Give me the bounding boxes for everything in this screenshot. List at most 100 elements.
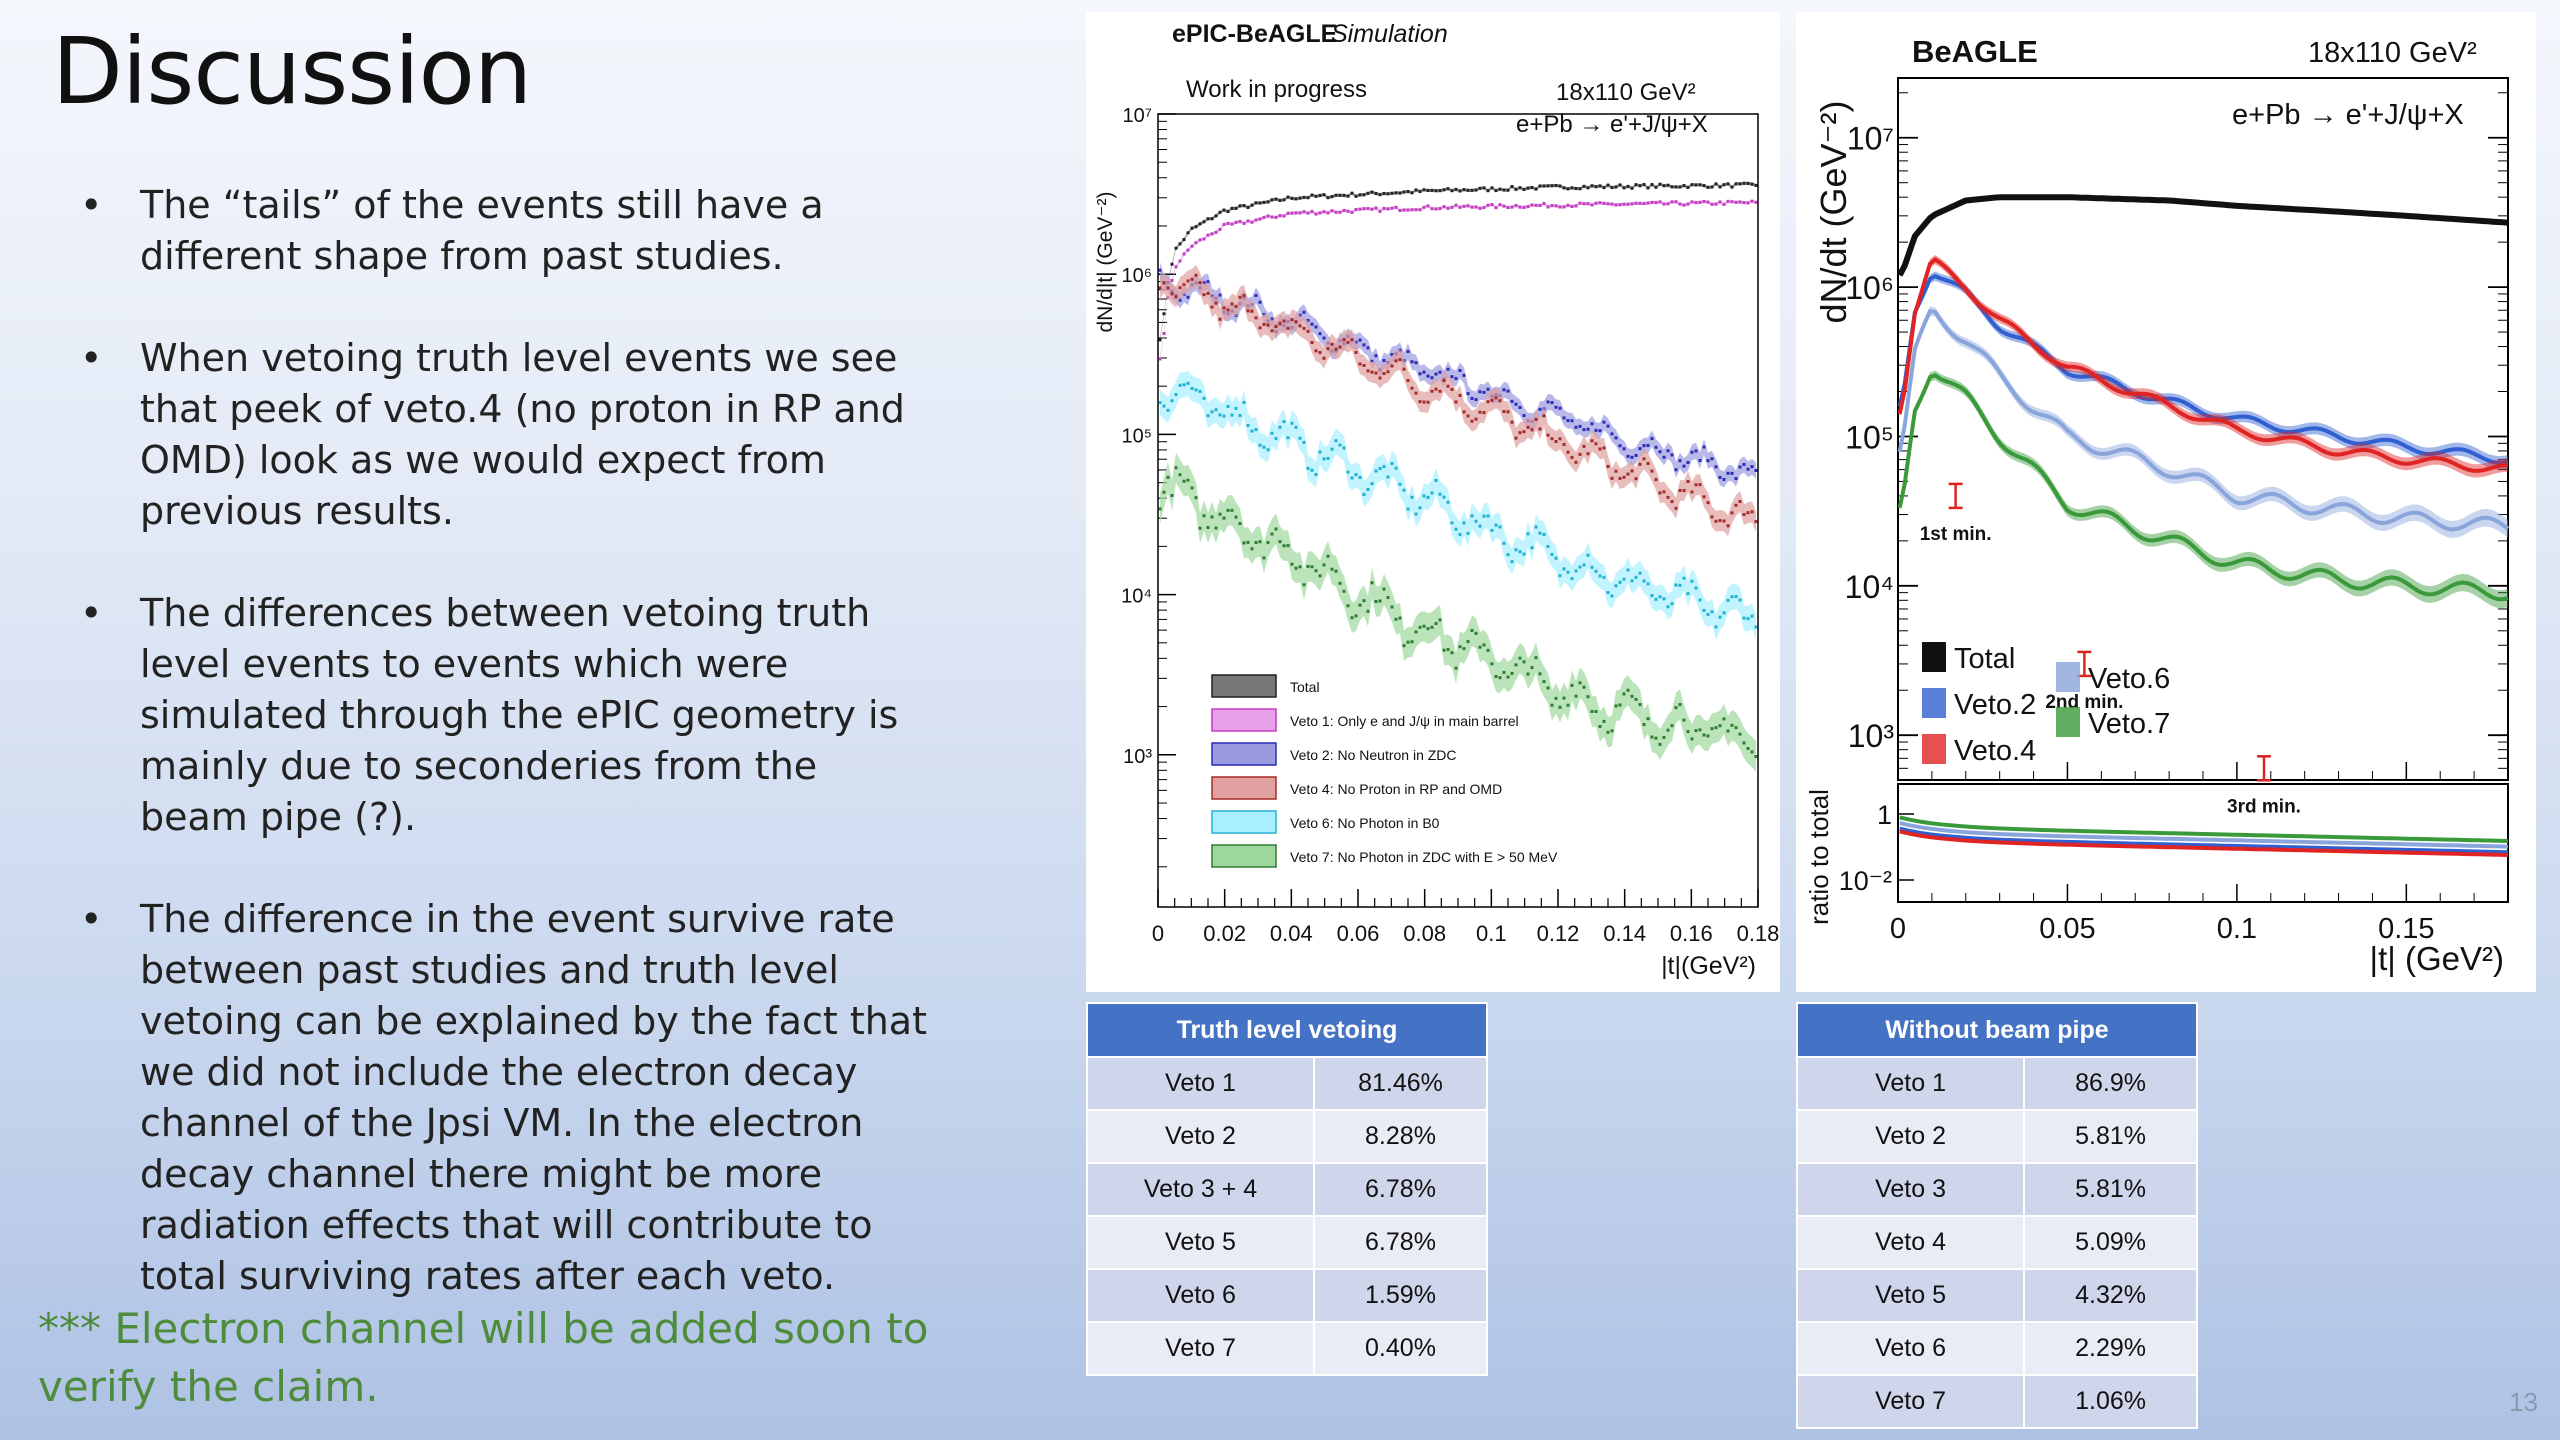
data-point	[1630, 186, 1634, 190]
data-point	[1430, 207, 1434, 211]
slide-title: Discussion	[52, 18, 532, 125]
data-point	[1750, 750, 1754, 754]
data-point	[1622, 186, 1626, 190]
data-point	[1634, 575, 1638, 579]
data-point	[1626, 688, 1630, 692]
legend-swatch	[1211, 708, 1277, 732]
data-point	[1466, 640, 1470, 644]
data-point	[1266, 448, 1270, 452]
data-point	[1754, 625, 1758, 629]
data-point	[1706, 501, 1710, 505]
data-point	[1662, 490, 1666, 494]
data-point	[1246, 309, 1250, 313]
legend-swatch	[2056, 662, 2080, 692]
data-point	[1718, 519, 1722, 523]
data-point	[1750, 510, 1754, 514]
data-point	[1398, 191, 1402, 195]
data-point	[1322, 193, 1326, 197]
data-point	[1490, 662, 1494, 666]
data-point	[1614, 469, 1618, 473]
bullet-item: The differences between vetoing truth le…	[70, 588, 930, 843]
data-point	[1306, 329, 1310, 333]
data-point	[1594, 709, 1598, 713]
table-header: Truth level vetoing	[1086, 1002, 1488, 1058]
data-point	[1742, 741, 1746, 745]
data-point	[1450, 651, 1454, 655]
data-point	[1738, 732, 1742, 736]
data-point	[1214, 408, 1218, 412]
data-point	[1654, 185, 1658, 189]
data-point	[1406, 507, 1410, 511]
data-point	[1682, 184, 1686, 188]
data-point	[1450, 375, 1454, 379]
process-label: e+Pb → e'+J/ψ+X	[1516, 111, 1708, 138]
data-point	[1698, 728, 1702, 732]
data-point	[1646, 582, 1650, 586]
data-point	[1202, 293, 1206, 297]
data-point	[1650, 200, 1654, 204]
beagle-plot-panel: 0 0.05 0.1 0.15 10⁷ 10⁶ 10⁵ 10⁴ 10³ 1 10⁻² 1st min…	[1796, 12, 2536, 992]
data-point	[1190, 226, 1194, 230]
data-point	[1446, 206, 1450, 210]
legend-label: Veto.7	[2088, 708, 2170, 740]
data-point	[1574, 186, 1578, 190]
data-point	[1258, 300, 1262, 304]
data-point	[1222, 223, 1226, 227]
data-point	[1738, 182, 1742, 186]
data-point	[1654, 445, 1658, 449]
data-point	[1742, 181, 1746, 185]
data-point	[1354, 208, 1358, 212]
data-point	[1502, 541, 1506, 545]
ratio-tick-label: 1	[1877, 800, 1892, 830]
data-point	[1498, 525, 1502, 529]
data-point	[1190, 386, 1194, 390]
data-point	[1290, 211, 1294, 215]
data-point	[1734, 182, 1738, 186]
data-point	[1726, 729, 1730, 733]
data-point	[1694, 449, 1698, 453]
data-point	[1494, 206, 1498, 210]
data-point	[1498, 399, 1502, 403]
legend-swatch	[1211, 844, 1277, 868]
data-point	[1406, 208, 1410, 212]
data-point	[1698, 483, 1702, 487]
data-point	[1266, 214, 1270, 218]
veto-name-cell: Veto 7	[1795, 1374, 2026, 1429]
data-point	[1314, 569, 1318, 573]
data-point	[1322, 563, 1326, 567]
data-point	[1458, 393, 1462, 397]
data-point	[1738, 500, 1742, 504]
data-point	[1602, 446, 1606, 450]
data-point	[1278, 540, 1282, 544]
data-point	[1738, 598, 1742, 602]
data-point	[1506, 410, 1510, 414]
data-point	[1570, 455, 1574, 459]
data-point	[1634, 183, 1638, 187]
data-point	[1618, 580, 1622, 584]
data-point	[1646, 201, 1650, 205]
chart-title-suffix: Simulation	[1331, 20, 1448, 48]
data-point	[1390, 352, 1394, 356]
data-point	[1678, 459, 1682, 463]
data-point	[1546, 433, 1550, 437]
data-point	[1258, 540, 1262, 544]
data-point	[1354, 614, 1358, 618]
data-point	[1326, 554, 1330, 558]
data-point	[1174, 246, 1178, 250]
data-point	[1178, 242, 1182, 246]
data-point	[1246, 540, 1250, 544]
data-point	[1622, 202, 1626, 206]
table-row: Veto 7 0.40%	[1086, 1321, 1489, 1376]
data-point	[1430, 376, 1434, 380]
data-point	[1674, 468, 1678, 472]
data-point	[1222, 516, 1226, 520]
table-row: Veto 6 2.29%	[1795, 1321, 2198, 1376]
data-point	[1374, 599, 1378, 603]
data-point	[1334, 569, 1338, 573]
data-point	[1622, 447, 1626, 451]
data-point	[1318, 211, 1322, 215]
data-point	[1630, 579, 1634, 583]
data-point	[1686, 592, 1690, 596]
table-row: Veto 6 1.59%	[1086, 1268, 1489, 1323]
data-point	[1250, 220, 1254, 224]
